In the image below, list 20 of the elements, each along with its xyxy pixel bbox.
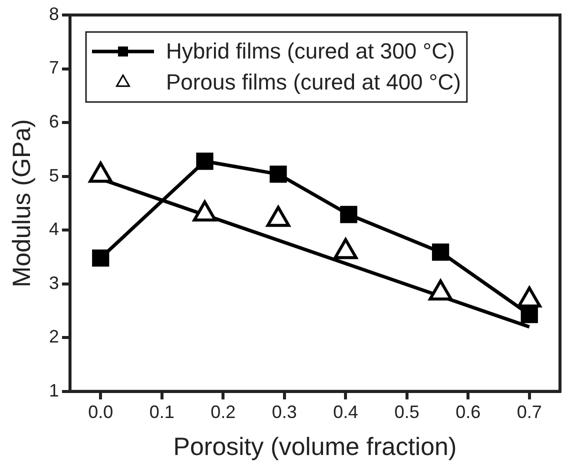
x-axis-title: Porosity (volume fraction) [173,432,457,461]
y-tick-label: 5 [48,165,60,186]
legend-label: Porous films (cured at 400 °C) [166,70,461,95]
x-tick-label: 0.0 [88,402,114,422]
x-tick-label: 0.6 [456,402,481,422]
y-tick-label: 2 [48,326,60,347]
y-tick-label: 4 [48,219,60,240]
y-tick-label: 6 [48,112,60,132]
x-tick-label: 0.3 [272,402,297,422]
x-tick-label: 0.5 [394,402,420,422]
legend-label: Hybrid films (cured at 300 °C) [166,38,455,64]
y-tick-label: 3 [48,272,60,293]
y-axis-title: Modulus (GPa) [8,119,36,288]
x-tick-label: 0.7 [516,402,542,422]
x-tick-label: 0.2 [210,402,236,422]
y-tick-label: 1 [48,380,60,400]
y-tick-label: 7 [48,58,60,78]
y-tick-label: 8 [48,4,60,24]
x-tick-label: 0.4 [333,402,358,422]
x-tick-label: 0.1 [149,402,174,422]
